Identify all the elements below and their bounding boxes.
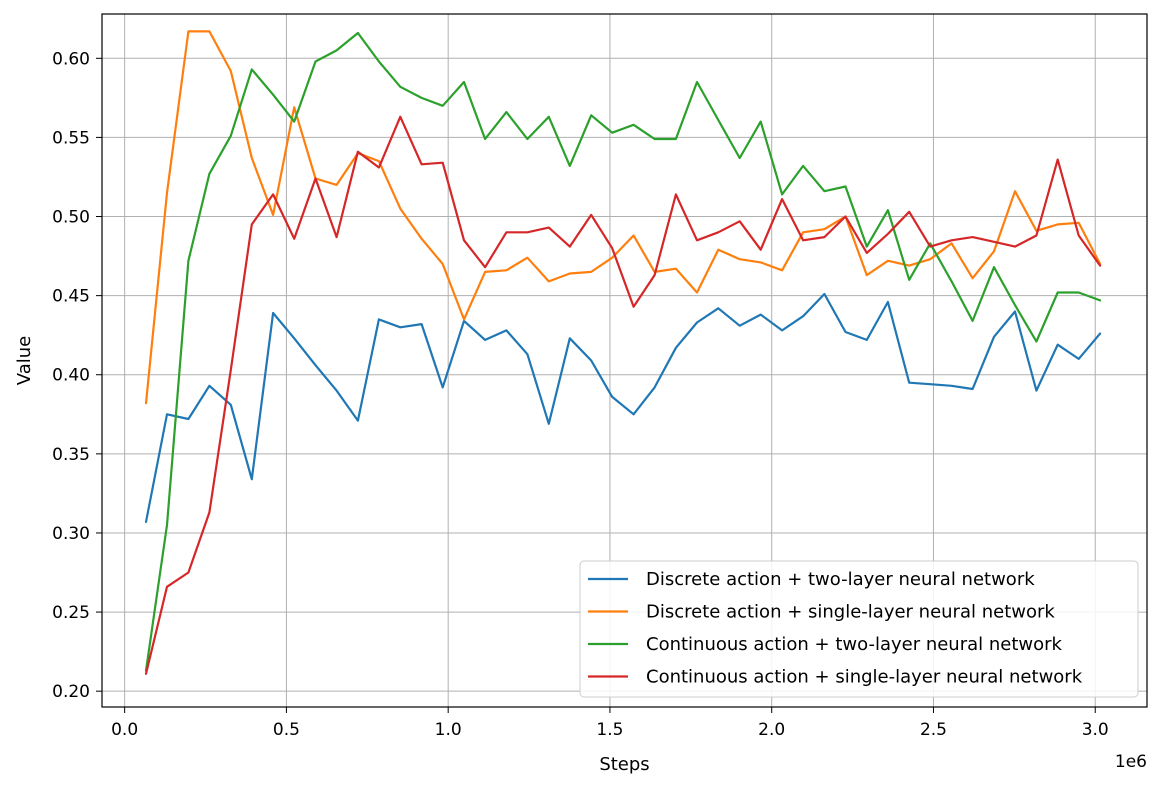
y-tick-label: 0.20 [52,682,90,702]
series-line-1 [144,292,1102,524]
y-tick-label: 0.50 [52,208,90,228]
y-tick-label: 0.55 [52,128,90,148]
x-tick-label: 1.5 [596,720,623,740]
series-line-3 [144,31,1102,672]
y-tick-label: 0.60 [52,49,90,69]
legend-box [579,560,1139,698]
y-tick-label: 0.35 [52,445,90,465]
y-axis: 0.20 0.25 0.30 0.35 0.40 0.45 0.50 0.55 0.60 [52,49,102,702]
x-tick-label: 2.5 [920,720,947,740]
legend-entry: Discrete action + single-layer neural ne… [646,602,1055,623]
y-tick-label: 0.25 [52,603,90,623]
x-tick-label: 0.0 [111,720,138,740]
plot-frame [101,13,1148,708]
x-axis-offset-label: 1e6 [1115,752,1147,772]
y-axis-label: Value [14,336,35,385]
legend: Discrete action + two-layer neural netwo… [579,560,1139,698]
legend-entry: Continuous action + single-layer neural … [646,667,1083,688]
x-tick-label: 0.5 [273,720,300,740]
grid [102,14,1147,707]
x-axis: 0.0 0.5 1.0 1.5 2.0 2.5 3.0 [111,707,1109,740]
x-tick-label: 2.0 [758,720,785,740]
y-tick-label: 0.40 [52,366,90,386]
x-tick-label: 3.0 [1082,720,1109,740]
y-tick-label: 0.45 [52,287,90,307]
y-tick-label: 0.30 [52,524,90,544]
series-line-4 [144,115,1102,675]
legend-entry: Continuous action + two-layer neural net… [646,634,1063,655]
series-layer [144,30,1102,675]
series-line-2 [144,30,1102,405]
x-axis-label: Steps [599,754,649,775]
legend-entry: Discrete action + two-layer neural netwo… [646,569,1035,590]
x-tick-label: 1.0 [435,720,462,740]
